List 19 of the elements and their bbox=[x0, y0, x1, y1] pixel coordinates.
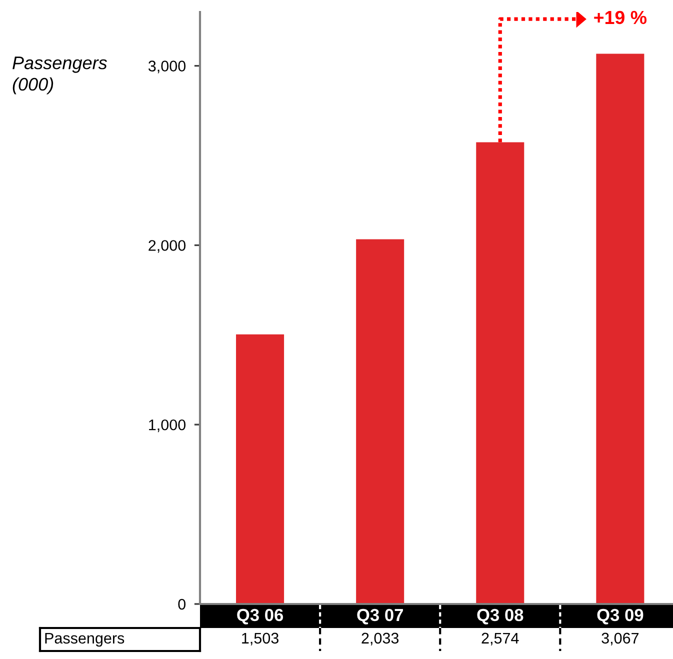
y-tick-label: 2,000 bbox=[148, 240, 186, 253]
bar bbox=[476, 142, 524, 604]
y-tick-label: 1,000 bbox=[149, 419, 186, 432]
data-label: 2,574 bbox=[482, 632, 519, 646]
data-label: 3,067 bbox=[602, 632, 639, 646]
x-tick-label: Q3 08 bbox=[477, 608, 524, 624]
bar bbox=[236, 334, 284, 604]
y-tick-label: 3,000 bbox=[148, 60, 186, 74]
data-label: 1,503 bbox=[242, 632, 278, 646]
y-tick-label: 0 bbox=[178, 598, 186, 610]
annotation: +19 % bbox=[594, 10, 647, 24]
data-label: 2,033 bbox=[362, 632, 399, 646]
text: Passengers bbox=[45, 632, 124, 647]
x-tick-label: Q3 06 bbox=[237, 608, 284, 624]
bar bbox=[356, 239, 404, 604]
x-tick-label: Q3 07 bbox=[357, 608, 403, 624]
y-axis-title: Passengers (000) bbox=[12, 56, 107, 94]
bar bbox=[596, 54, 644, 604]
x-tick-label: Q3 09 bbox=[597, 608, 644, 624]
